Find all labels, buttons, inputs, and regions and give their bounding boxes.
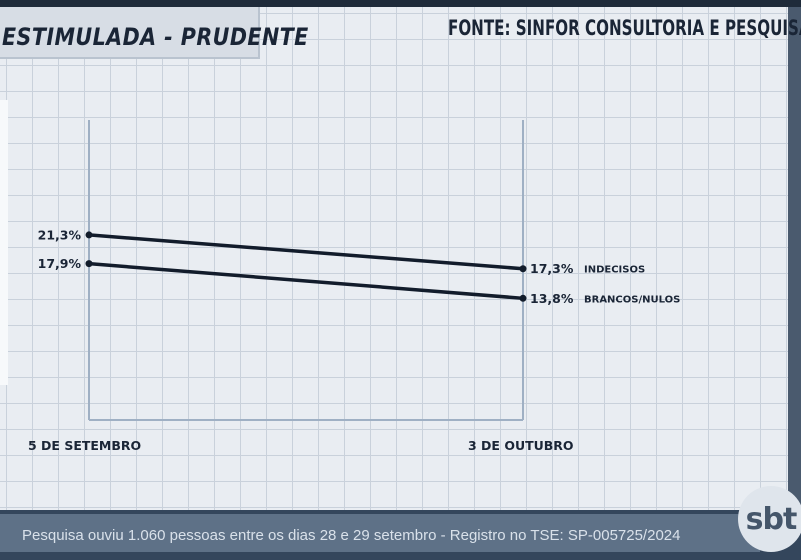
sbt-logo-text: sbt (745, 501, 798, 537)
data-point (519, 294, 527, 302)
data-label: 13,8% (530, 291, 574, 306)
top-strip (0, 0, 801, 7)
data-label: 17,3% (530, 261, 574, 276)
x-tick-label: 3 DE OUTUBRO (468, 438, 574, 453)
data-point (85, 260, 93, 268)
source-label: FONTE: SINFOR CONSULTORIA E PESQUISA (448, 16, 801, 40)
series-line (87, 261, 525, 301)
chart-title: ESTIMULADA - PRUDENTE (2, 23, 309, 51)
line-chart: 5 DE SETEMBRO 3 DE OUTUBRO 21,3% 17,3% INDEC… (28, 120, 680, 453)
data-point (85, 231, 93, 239)
series-name-label: BRANCOS/NULOS (584, 294, 680, 305)
title-tab: ESTIMULADA - PRUDENTE (0, 7, 308, 59)
left-panel-edge (0, 100, 8, 385)
footer-text: Pesquisa ouviu 1.060 pessoas entre os di… (22, 527, 681, 544)
series-name-label: INDECISOS (584, 265, 645, 276)
data-label: 21,3% (38, 227, 82, 242)
chart-board (0, 7, 788, 510)
footer-band: Pesquisa ouviu 1.060 pessoas entre os di… (0, 514, 760, 552)
x-tick-label: 5 DE SETEMBRO (28, 438, 141, 453)
series-line (87, 233, 525, 271)
sbt-logo: sbt (738, 486, 801, 552)
data-point (519, 265, 527, 273)
data-label: 17,9% (38, 256, 82, 271)
footer-bar: Pesquisa ouviu 1.060 pessoas entre os di… (0, 510, 801, 560)
